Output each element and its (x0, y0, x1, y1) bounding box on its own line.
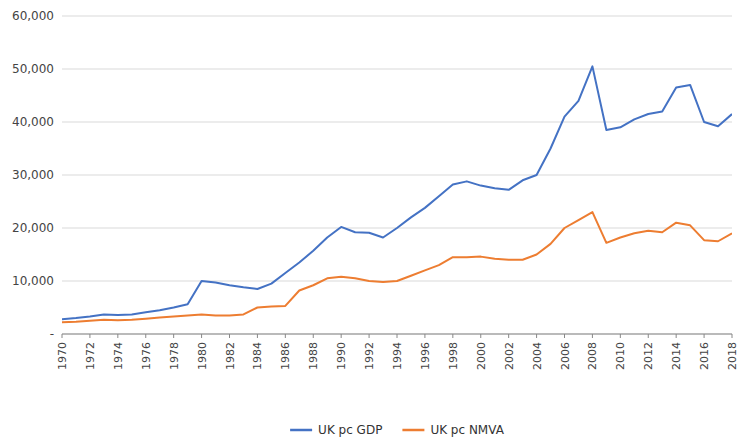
x-tick-label: 1996 (419, 342, 432, 370)
x-tick-label: 2002 (503, 342, 516, 370)
x-tick (62, 334, 63, 338)
x-tick-label: 1998 (447, 342, 460, 370)
grid-line (62, 175, 732, 176)
legend-swatch (290, 429, 312, 432)
legend-label: UK pc GDP (318, 423, 382, 437)
x-tick-label: 2006 (559, 342, 572, 370)
lines (62, 66, 732, 322)
x-tick-label: 2008 (586, 342, 599, 370)
x-axis: 1970 1972 1974 1976 1978 1980 1982 1984 1986 1988… (56, 334, 739, 370)
legend-label: UK pc NMVA (430, 423, 504, 437)
x-tick-label: 2016 (698, 342, 711, 370)
x-tick (145, 334, 146, 338)
x-tick (536, 334, 537, 338)
x-tick-label: 1970 (56, 342, 69, 370)
x-tick (704, 334, 705, 338)
x-tick-label: 2012 (642, 342, 655, 370)
x-tick (508, 334, 509, 338)
x-tick (480, 334, 481, 338)
chart: - 10,000 20,000 30,000 40,000 50,000 60,000 197… (0, 0, 754, 444)
legend: UK pc GDP UK pc NMVA (290, 423, 505, 437)
x-tick-label: 2018 (726, 342, 739, 370)
grid-line (62, 16, 732, 17)
x-tick (397, 334, 398, 338)
y-tick-label: 40,000 (12, 115, 54, 129)
x-tick-label: 2014 (670, 342, 683, 370)
x-tick (229, 334, 230, 338)
x-tick (452, 334, 453, 338)
x-tick (424, 334, 425, 338)
x-tick (369, 334, 370, 338)
x-tick (285, 334, 286, 338)
x-tick-label: 1978 (168, 342, 181, 370)
y-tick-label: 50,000 (12, 62, 54, 76)
x-tick (173, 334, 174, 338)
x-tick-label: 2004 (531, 342, 544, 370)
x-tick (592, 334, 593, 338)
x-tick-label: 1990 (335, 342, 348, 370)
x-tick (620, 334, 621, 338)
legend-swatch (402, 429, 424, 432)
x-tick-label: 1992 (363, 342, 376, 370)
y-axis: - 10,000 20,000 30,000 40,000 50,000 60,000 (12, 9, 732, 341)
x-tick (732, 334, 733, 338)
x-tick-label: 1994 (391, 342, 404, 370)
x-tick (313, 334, 314, 338)
x-tick-label: 1988 (307, 342, 320, 370)
y-tick-label: 20,000 (12, 221, 54, 235)
x-tick (201, 334, 202, 338)
x-tick-label: 2010 (614, 342, 627, 370)
x-tick (257, 334, 258, 338)
series-line (62, 212, 732, 322)
y-tick-label: - (50, 327, 54, 341)
y-tick-label: 60,000 (12, 9, 54, 23)
x-tick-label: 1974 (112, 342, 125, 370)
x-tick (89, 334, 90, 338)
y-tick-label: 30,000 (12, 168, 54, 182)
x-tick (676, 334, 677, 338)
x-tick (564, 334, 565, 338)
x-tick-label: 2000 (475, 342, 488, 370)
x-tick-label: 1972 (84, 342, 97, 370)
x-tick-label: 1982 (224, 342, 237, 370)
x-tick-label: 1984 (251, 342, 264, 370)
x-tick-label: 1976 (140, 342, 153, 370)
x-tick (341, 334, 342, 338)
x-tick-label: 1986 (279, 342, 292, 370)
grid-line (62, 69, 732, 70)
x-tick-label: 1980 (196, 342, 209, 370)
x-tick (117, 334, 118, 338)
y-tick-label: 10,000 (12, 274, 54, 288)
x-tick (648, 334, 649, 338)
